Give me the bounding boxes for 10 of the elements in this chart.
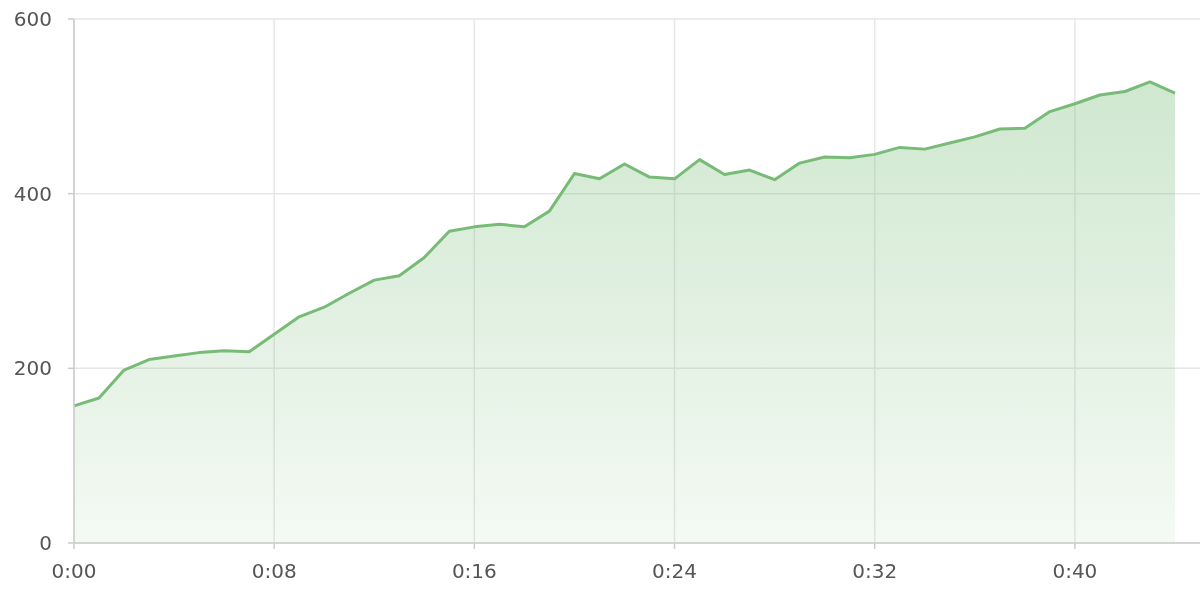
x-tick-label: 0:00 xyxy=(51,559,97,583)
x-tick-label: 0:40 xyxy=(1052,559,1098,583)
x-tick-label: 0:32 xyxy=(852,559,898,583)
y-tick-label: 400 xyxy=(13,181,52,206)
x-tick-label: 0:16 xyxy=(451,559,497,583)
y-tick-label: 600 xyxy=(13,7,52,31)
y-tick-label: 200 xyxy=(13,356,52,381)
x-tick-label: 0:24 xyxy=(652,559,697,583)
x-tick-label: 0:08 xyxy=(251,559,297,583)
y-tick-label: 0 xyxy=(39,531,52,555)
